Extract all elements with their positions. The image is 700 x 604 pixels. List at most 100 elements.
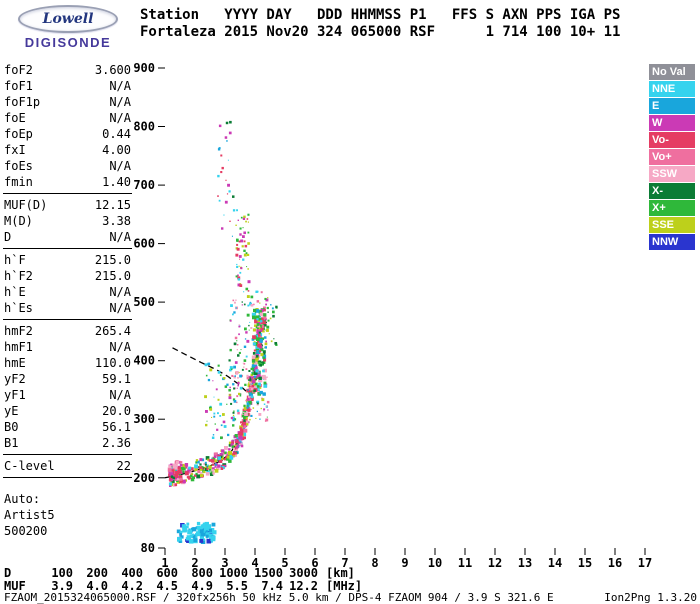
- echo-point: [229, 319, 232, 322]
- echo-point: [253, 341, 256, 344]
- echo-point: [234, 336, 238, 340]
- echo-point: [225, 121, 229, 125]
- echo-point: [194, 467, 198, 472]
- header-column-titles: Station YYYY DAY DDD HHMMSS P1 FFS S AXN…: [140, 7, 621, 23]
- echo-point: [232, 367, 234, 369]
- echo-point: [240, 444, 244, 448]
- param-row: h`F 215.0: [2, 252, 133, 268]
- echo-point: [247, 268, 249, 270]
- x-axis-tick-label: 16: [608, 556, 622, 570]
- echo-point: [249, 392, 253, 397]
- echo-point: [260, 308, 264, 313]
- param-label: foF2: [4, 63, 33, 77]
- echo-point: [238, 432, 241, 436]
- echo-point: [247, 408, 251, 412]
- echo-point: [266, 416, 268, 418]
- table-value: 1000: [219, 566, 248, 580]
- echo-point: [232, 411, 235, 414]
- echo-point: [240, 267, 243, 270]
- table-value: 1500: [254, 566, 283, 580]
- echo-point: [223, 425, 227, 428]
- echo-point: [256, 410, 258, 413]
- echo-point: [238, 439, 241, 442]
- echo-point: [231, 374, 234, 377]
- echo-point: [246, 402, 250, 406]
- echo-point: [246, 339, 250, 343]
- param-label: foF1p: [4, 95, 41, 109]
- echo-point: [234, 439, 237, 442]
- calculated-trace-dashed-line: [172, 347, 247, 392]
- echo-point: [233, 387, 236, 390]
- echo-point: [245, 331, 248, 334]
- echo-point: [232, 453, 236, 457]
- echo-point: [265, 328, 269, 332]
- echo-point: [250, 408, 252, 411]
- echo-point: [265, 321, 267, 323]
- echo-point: [251, 366, 255, 370]
- echo-point: [256, 403, 259, 406]
- echo-point: [196, 531, 200, 536]
- echo-point: [264, 336, 267, 339]
- echo-point: [275, 343, 278, 346]
- echo-point: [226, 403, 228, 405]
- echo-point: [256, 300, 260, 303]
- echo-point: [172, 465, 176, 469]
- echo-point: [176, 529, 181, 534]
- param-label: B0: [4, 420, 19, 434]
- logo-lowell-text: Lowell: [42, 11, 94, 27]
- echo-point: [248, 400, 252, 405]
- echo-point: [256, 318, 259, 321]
- echo-point: [249, 380, 252, 384]
- x-axis-tick-label: 3: [221, 556, 228, 570]
- echo-point: [267, 297, 269, 299]
- echo-point: [236, 387, 238, 389]
- table-value: 7.4: [261, 579, 283, 593]
- echo-point: [253, 303, 255, 306]
- legend-item-x-: X-: [649, 183, 695, 199]
- echo-point: [243, 215, 246, 219]
- echo-point: [232, 299, 235, 302]
- echo-point: [204, 531, 209, 537]
- echo-point: [205, 456, 210, 460]
- echo-point: [186, 535, 192, 540]
- echo-point: [239, 227, 242, 230]
- echo-point: [237, 276, 241, 280]
- echo-point: [253, 389, 256, 392]
- echo-point: [251, 355, 256, 359]
- param-label: fxI: [4, 143, 26, 157]
- echo-point: [228, 131, 232, 135]
- echo-point: [263, 316, 267, 319]
- param-value: 215.0: [94, 253, 131, 267]
- y-axis-tick-label: 800: [133, 120, 155, 134]
- echo-point: [239, 374, 243, 378]
- echo-point: [257, 324, 261, 328]
- echo-point: [239, 386, 243, 390]
- legend-item-ssw: SSW: [649, 166, 695, 182]
- echo-point: [258, 383, 261, 387]
- echo-point: [237, 283, 241, 287]
- echo-point: [237, 381, 240, 385]
- echo-point: [246, 218, 249, 220]
- echo-point: [236, 247, 240, 251]
- echo-point: [211, 467, 215, 471]
- echo-point: [247, 280, 251, 284]
- echo-point: [200, 531, 206, 537]
- echo-point: [238, 351, 241, 354]
- echo-point: [243, 423, 248, 427]
- echo-point: [235, 253, 239, 257]
- echo-point: [208, 528, 212, 532]
- echo-point: [243, 345, 247, 348]
- echo-point: [250, 327, 253, 329]
- echo-point: [245, 220, 247, 223]
- echo-point: [217, 174, 220, 178]
- x-axis-tick-label: 4: [251, 556, 258, 570]
- echo-point: [257, 402, 259, 405]
- echo-point: [179, 477, 183, 481]
- echo-point: [234, 301, 236, 304]
- echo-point: [246, 406, 249, 409]
- echo-point: [224, 446, 228, 450]
- param-row: fxI 4.00: [2, 142, 133, 158]
- legend-item-e: E: [649, 98, 695, 114]
- param-label: yE: [4, 404, 19, 418]
- table-row-label: D: [4, 566, 12, 580]
